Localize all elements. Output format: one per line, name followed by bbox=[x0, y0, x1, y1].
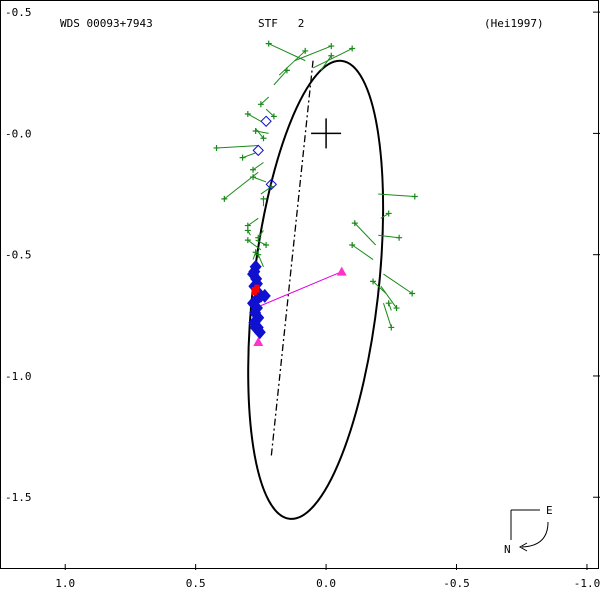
y-tick-label: -0.5 bbox=[5, 6, 32, 19]
compass-east-label: E bbox=[546, 504, 553, 517]
observation-residual bbox=[380, 285, 397, 309]
x-tick-label: -1.0 bbox=[574, 577, 600, 590]
observation-residual bbox=[247, 239, 262, 251]
observation-point bbox=[349, 241, 356, 248]
compass: E N bbox=[504, 504, 553, 556]
observation-residual bbox=[255, 239, 267, 246]
observation-point bbox=[396, 234, 403, 241]
observation-point bbox=[349, 45, 356, 52]
header-component-name: STF 2 bbox=[258, 17, 304, 30]
header-wds-id: WDS 00093+7943 bbox=[60, 17, 153, 30]
observation-point bbox=[328, 52, 335, 59]
compass-rotation-arrow bbox=[521, 521, 549, 548]
current-position-line bbox=[260, 271, 342, 307]
highlight-point bbox=[254, 284, 260, 293]
observation-residual bbox=[247, 113, 262, 122]
observation-residual bbox=[278, 50, 306, 76]
observation-residual bbox=[257, 254, 264, 268]
observation-residual bbox=[268, 43, 306, 62]
observation-point bbox=[263, 241, 270, 248]
observation-residual bbox=[252, 176, 267, 183]
observation-residual bbox=[273, 70, 288, 86]
x-tick-label: 0.0 bbox=[316, 577, 336, 590]
observation-point bbox=[250, 174, 257, 181]
y-tick-label: -0.0 bbox=[5, 127, 32, 140]
observation-point bbox=[239, 154, 246, 161]
observation-point bbox=[283, 67, 290, 74]
observation-residual bbox=[255, 128, 264, 139]
observation-residual bbox=[378, 193, 415, 197]
periastron-marker bbox=[253, 337, 264, 346]
observation-point bbox=[270, 113, 277, 120]
observation-point bbox=[252, 127, 259, 134]
observation-point bbox=[370, 278, 377, 285]
interferometric-point bbox=[249, 320, 262, 335]
interferometric-point bbox=[258, 288, 271, 303]
observation-residual bbox=[312, 48, 353, 69]
header-reference: (Hei1997) bbox=[484, 17, 544, 30]
line-of-nodes bbox=[270, 60, 314, 457]
observation-residual bbox=[372, 280, 387, 294]
y-tick-label: -0.5 bbox=[5, 249, 32, 262]
observation-residual bbox=[265, 108, 275, 117]
x-tick-label: 1.0 bbox=[55, 577, 75, 590]
observation-point bbox=[351, 220, 358, 227]
observation-point bbox=[260, 135, 267, 142]
observation-residual bbox=[257, 230, 264, 238]
plot-frame bbox=[0, 0, 599, 569]
observation-point bbox=[244, 237, 251, 244]
observation-point bbox=[393, 305, 400, 312]
compass-arrow-head bbox=[518, 542, 528, 552]
x-tick-label: -0.5 bbox=[443, 577, 470, 590]
observation-point bbox=[388, 324, 395, 331]
observation-residual bbox=[351, 244, 374, 260]
observation-point bbox=[411, 193, 418, 200]
observation-point bbox=[409, 290, 416, 297]
interferometric-point bbox=[247, 267, 260, 282]
speckle-point-open bbox=[252, 144, 264, 157]
observation-residual bbox=[294, 45, 332, 62]
observation-point bbox=[265, 40, 272, 47]
observation-residual bbox=[378, 234, 400, 239]
observation-point bbox=[250, 166, 257, 173]
observation-residual bbox=[383, 303, 392, 328]
compass-arms bbox=[510, 509, 540, 540]
speckle-point-open bbox=[265, 178, 278, 191]
observation-residual bbox=[242, 152, 256, 159]
observation-point bbox=[328, 43, 335, 50]
observation-residual bbox=[380, 213, 389, 219]
observation-residual bbox=[247, 217, 259, 226]
highlight-point bbox=[251, 287, 257, 296]
observation-point bbox=[385, 210, 392, 217]
observation-point bbox=[260, 195, 267, 202]
observation-point bbox=[244, 227, 251, 234]
observation-point bbox=[213, 144, 220, 151]
observation-residual bbox=[320, 55, 332, 71]
y-tick-label: -1.0 bbox=[5, 370, 32, 383]
current-position-marker bbox=[336, 266, 347, 276]
observation-point bbox=[255, 251, 262, 258]
y-tick-label: -1.5 bbox=[5, 491, 32, 504]
observation-residual bbox=[354, 222, 377, 246]
observation-point bbox=[257, 101, 264, 108]
observation-point bbox=[221, 195, 228, 202]
observation-residual bbox=[260, 96, 270, 105]
observation-residual bbox=[216, 145, 259, 149]
observation-point bbox=[302, 47, 309, 54]
speckle-point-open bbox=[260, 115, 272, 127]
observation-point bbox=[244, 111, 251, 117]
observation-point bbox=[385, 300, 392, 307]
observation-residual bbox=[383, 273, 413, 294]
interferometric-point bbox=[247, 296, 260, 311]
observation-point bbox=[255, 234, 262, 241]
interferometric-point bbox=[248, 279, 261, 294]
x-tick-label: 0.5 bbox=[186, 577, 206, 590]
observation-residual bbox=[252, 162, 264, 171]
compass-north-label: N bbox=[504, 543, 511, 556]
